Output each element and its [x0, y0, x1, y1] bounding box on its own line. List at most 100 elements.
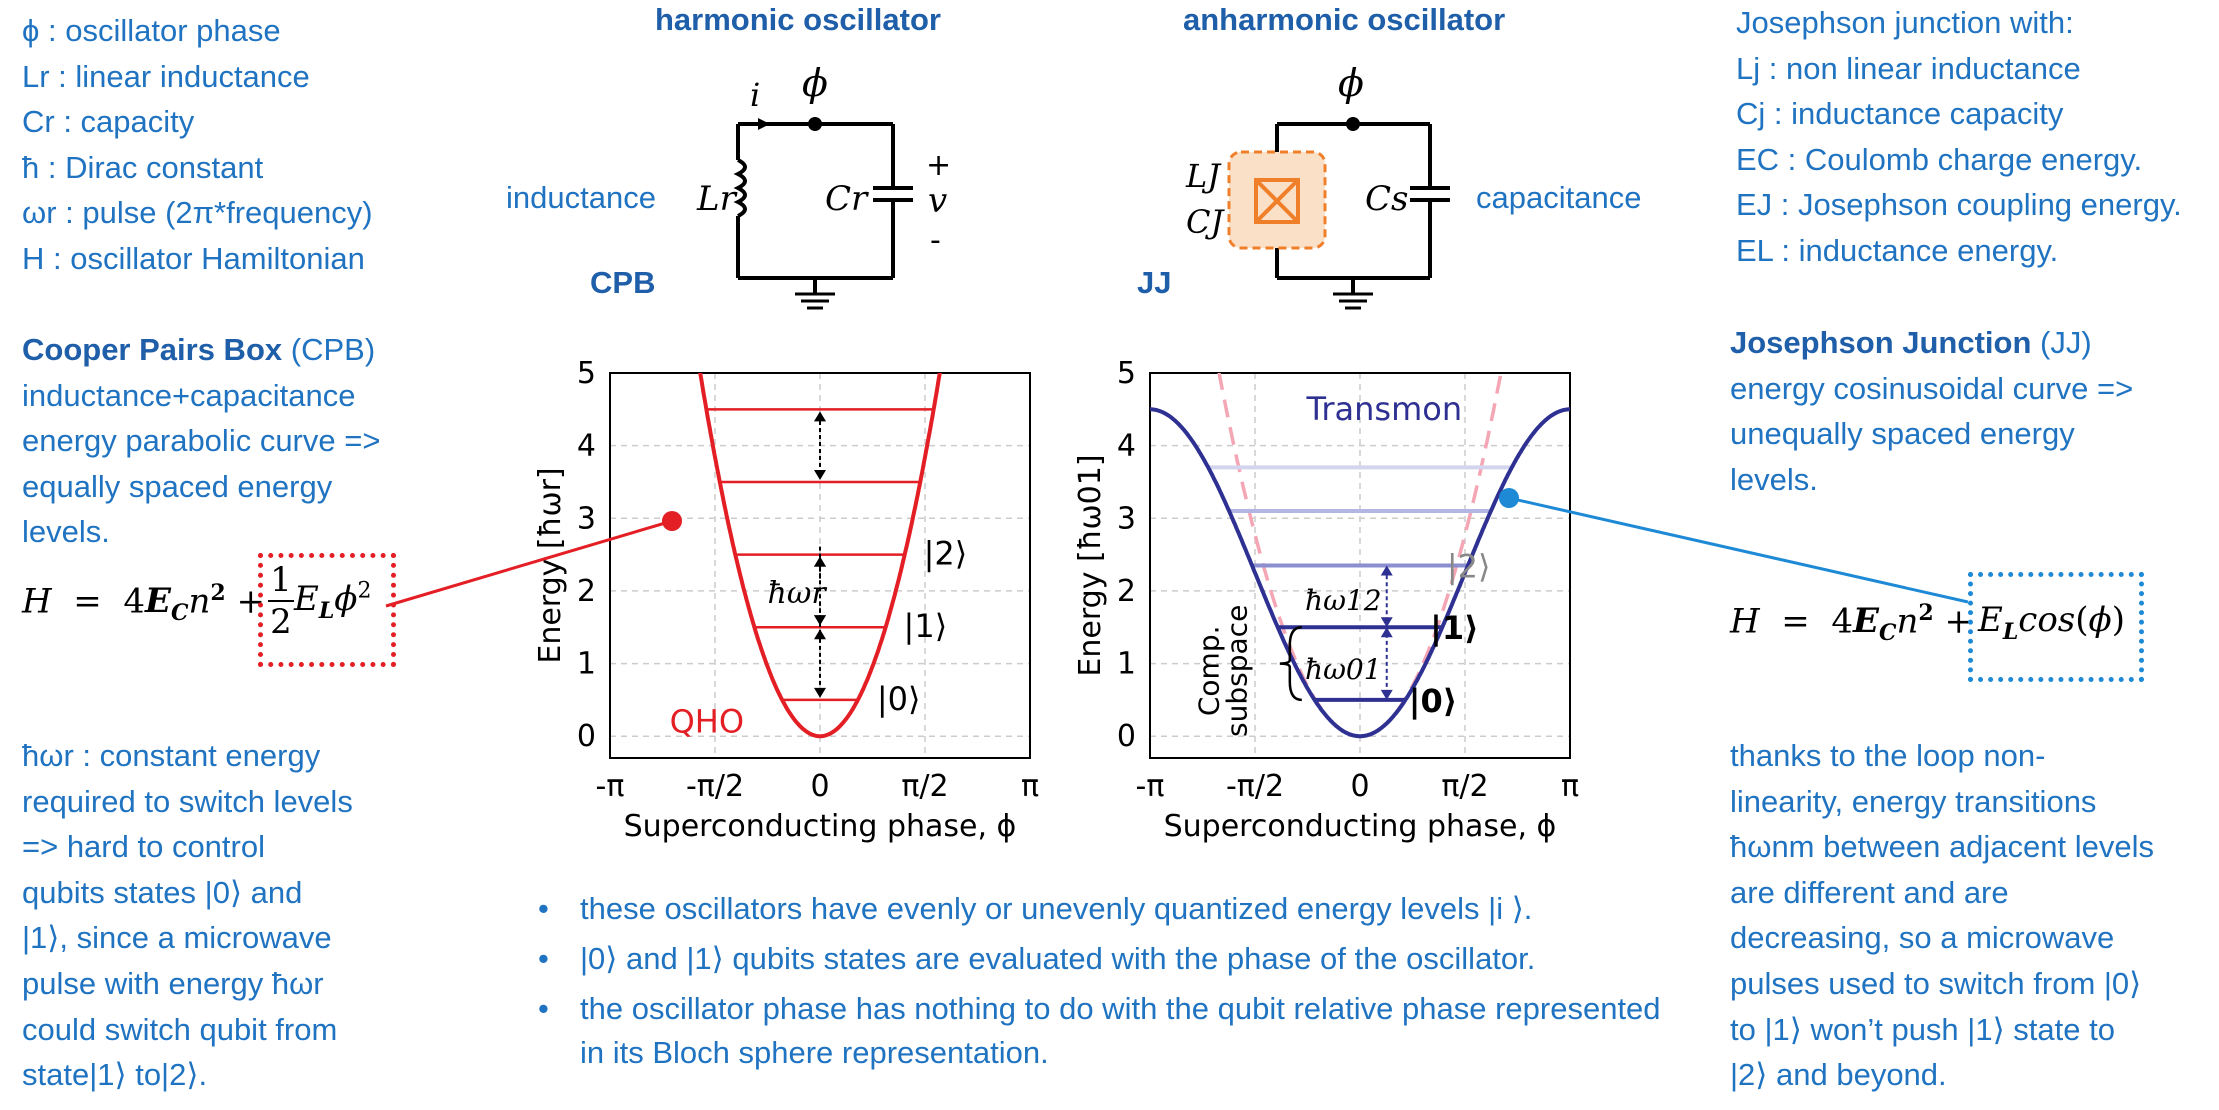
cpb-line: equally spaced energy — [22, 468, 333, 504]
cpb-note-line: required to switch levels — [22, 783, 353, 819]
jj-formula-term: ELcos(ϕ) — [1978, 600, 2125, 645]
bullet-item: the oscillator phase has nothing to do w… — [520, 987, 1690, 1075]
arrow-head-icon — [814, 615, 826, 626]
x-tick-label: -π — [596, 769, 625, 804]
def-jj: Josephson junction with: — [1736, 5, 2074, 40]
current-arrow-icon — [758, 118, 770, 130]
plus-label: + — [926, 148, 951, 183]
jj-line: energy cosinusoidal curve => — [1730, 370, 2134, 406]
y-tick-label: 0 — [577, 719, 596, 754]
y-tick-label: 5 — [577, 356, 596, 391]
y-tick-label: 4 — [577, 429, 596, 464]
x-axis-label: Superconducting phase, ϕ — [624, 809, 1017, 844]
jj-note-line: are different and are — [1730, 874, 2009, 910]
x-tick-label: 0 — [1350, 769, 1369, 804]
arrow-head-icon — [1380, 617, 1393, 628]
cpb-heading: Cooper Pairs Box — [22, 332, 283, 367]
LJ-label: LJ — [1185, 157, 1222, 195]
circuits-diagram: ϕ i Lr Cr + v - ϕ LJ CJ Cs — [696, 61, 1450, 310]
arrow-head-icon — [814, 687, 826, 698]
jj-tag: JJ — [1137, 265, 1172, 300]
right-definitions: Josephson junction with: Lj : non linear… — [1736, 0, 2182, 274]
cpb-tag: CPB — [590, 265, 656, 300]
jj-note: thanks to the loop non- linearity, energ… — [1730, 733, 2154, 1098]
Lr-label: Lr — [696, 179, 738, 219]
level-label: |1⟩ — [904, 607, 948, 645]
cpb-note-line: pulse with energy ħωr — [22, 965, 324, 1001]
cpb-line: levels. — [22, 514, 110, 550]
jj-note-line: linearity, energy transitions — [1730, 783, 2097, 819]
arrow-head-icon — [814, 629, 826, 640]
cpb-description: Cooper Pairs Box (CPB) inductance+capaci… — [22, 327, 380, 555]
jj-note-line: decreasing, so a microwave — [1730, 920, 2115, 956]
y-axis-label: Energy [ħωr] — [533, 467, 568, 663]
v-label: v — [928, 181, 947, 221]
Cs-label: Cs — [1365, 179, 1408, 219]
jj-formula-box — [1968, 572, 2144, 682]
def-Lj: Lj : non linear inductance — [1736, 50, 2081, 86]
y-axis-label: Energy [ħω01] — [1073, 454, 1108, 676]
minus-label: - — [930, 223, 941, 258]
arrow-head-icon — [1380, 627, 1393, 638]
def-omega: ωr : pulse (2π*frequency) — [22, 195, 373, 231]
jj-heading: Josephson Junction — [1730, 325, 2032, 360]
subspace-label: subspace — [1220, 605, 1253, 737]
transmon-chart: -π -π/2 0 π/2 π 0 1 2 3 4 5 ħω01 ħω12 |0⟩ |1⟩ |2⟩ Transm… — [1073, 356, 1579, 844]
qho-curve — [698, 373, 942, 739]
cpb-note-line: qubits states |0⟩ and — [22, 874, 303, 910]
def-El: EL : inductance energy. — [1736, 232, 2059, 268]
subspace-brace-icon — [1279, 625, 1302, 702]
curve-label: QHO — [670, 703, 744, 741]
arrow-head-icon — [1380, 689, 1393, 700]
def-hbar: ħ : Dirac constant — [22, 149, 264, 185]
subspace-label: Comp. — [1192, 626, 1225, 717]
x-tick-label: π/2 — [1441, 769, 1488, 804]
cpb-note-line: => hard to control — [22, 829, 265, 865]
y-tick-label: 1 — [1117, 647, 1136, 682]
x-tick-label: -π — [1136, 769, 1165, 804]
plot-content — [1150, 373, 1570, 739]
qho-chart: -π -π/2 0 π/2 π 0 1 2 3 4 5 ħωr |0⟩ |1⟩ |2⟩ QHO Supercon… — [533, 356, 1039, 844]
inductance-label: inductance — [506, 180, 656, 215]
arrow-head-icon — [814, 411, 826, 422]
cpb-note-line: |1⟩, since a microwave — [22, 920, 332, 956]
cpb-line: energy parabolic curve => — [22, 423, 381, 459]
cpb-line: inductance+capacitance — [22, 377, 356, 413]
current-label: i — [750, 76, 760, 114]
def-Ej: EJ : Josephson coupling energy. — [1736, 187, 2182, 223]
phase-node-right — [1346, 117, 1360, 131]
x-tick-label: -π/2 — [1226, 769, 1284, 804]
y-tick-label: 1 — [577, 647, 596, 682]
jj-note-line: ħωnm between adjacent levels — [1730, 829, 2155, 865]
y-tick-label: 2 — [577, 574, 596, 609]
x-axis-label: Superconducting phase, ϕ — [1164, 809, 1557, 844]
x-tick-label: π — [1021, 769, 1039, 804]
y-tick-label: 4 — [1117, 429, 1136, 464]
y-tick-label: 2 — [1117, 574, 1136, 609]
cpb-note-line: could switch qubit from — [22, 1011, 338, 1047]
jj-description: Josephson Junction (JJ) energy cosinusoi… — [1730, 320, 2133, 502]
left-definitions: ϕ : oscillator phase Lr : linear inducta… — [22, 8, 373, 282]
jj-note-line: thanks to the loop non- — [1730, 738, 2046, 773]
bullet-item: |0⟩ and |1⟩ qubits states are evaluated … — [520, 937, 1690, 981]
jj-line: levels. — [1730, 461, 1818, 497]
jj-note-line: to |1⟩ won’t push |1⟩ state to — [1730, 1011, 2115, 1047]
jj-note-line: |2⟩ and beyond. — [1730, 1057, 1947, 1093]
harmonic-title: harmonic oscillator — [655, 2, 941, 37]
x-tick-label: π/2 — [901, 769, 948, 804]
cpb-formula-term: 1 2ELϕ2 — [268, 560, 371, 642]
CJ-label: CJ — [1186, 203, 1225, 241]
cpb-note-line: state|1⟩ to|2⟩. — [22, 1057, 208, 1093]
x-tick-label: -π/2 — [686, 769, 744, 804]
cpb-note-line: ħωr : constant energy — [22, 738, 321, 773]
phase-node — [808, 117, 822, 131]
anharmonic-title: anharmonic oscillator — [1183, 2, 1506, 37]
Cr-label: Cr — [825, 179, 869, 219]
def-Cj: Cj : inductance capacity — [1736, 96, 2064, 132]
def-H: H : oscillator Hamiltonian — [22, 240, 365, 276]
bullet-list: these oscillators have evenly or unevenl… — [520, 887, 1690, 1081]
spacing-label: ħωr — [768, 576, 828, 611]
jj-note-line: pulses used to switch from |0⟩ — [1730, 965, 2142, 1001]
phi-label-left: ϕ — [802, 61, 828, 105]
y-tick-label: 0 — [1117, 719, 1136, 754]
